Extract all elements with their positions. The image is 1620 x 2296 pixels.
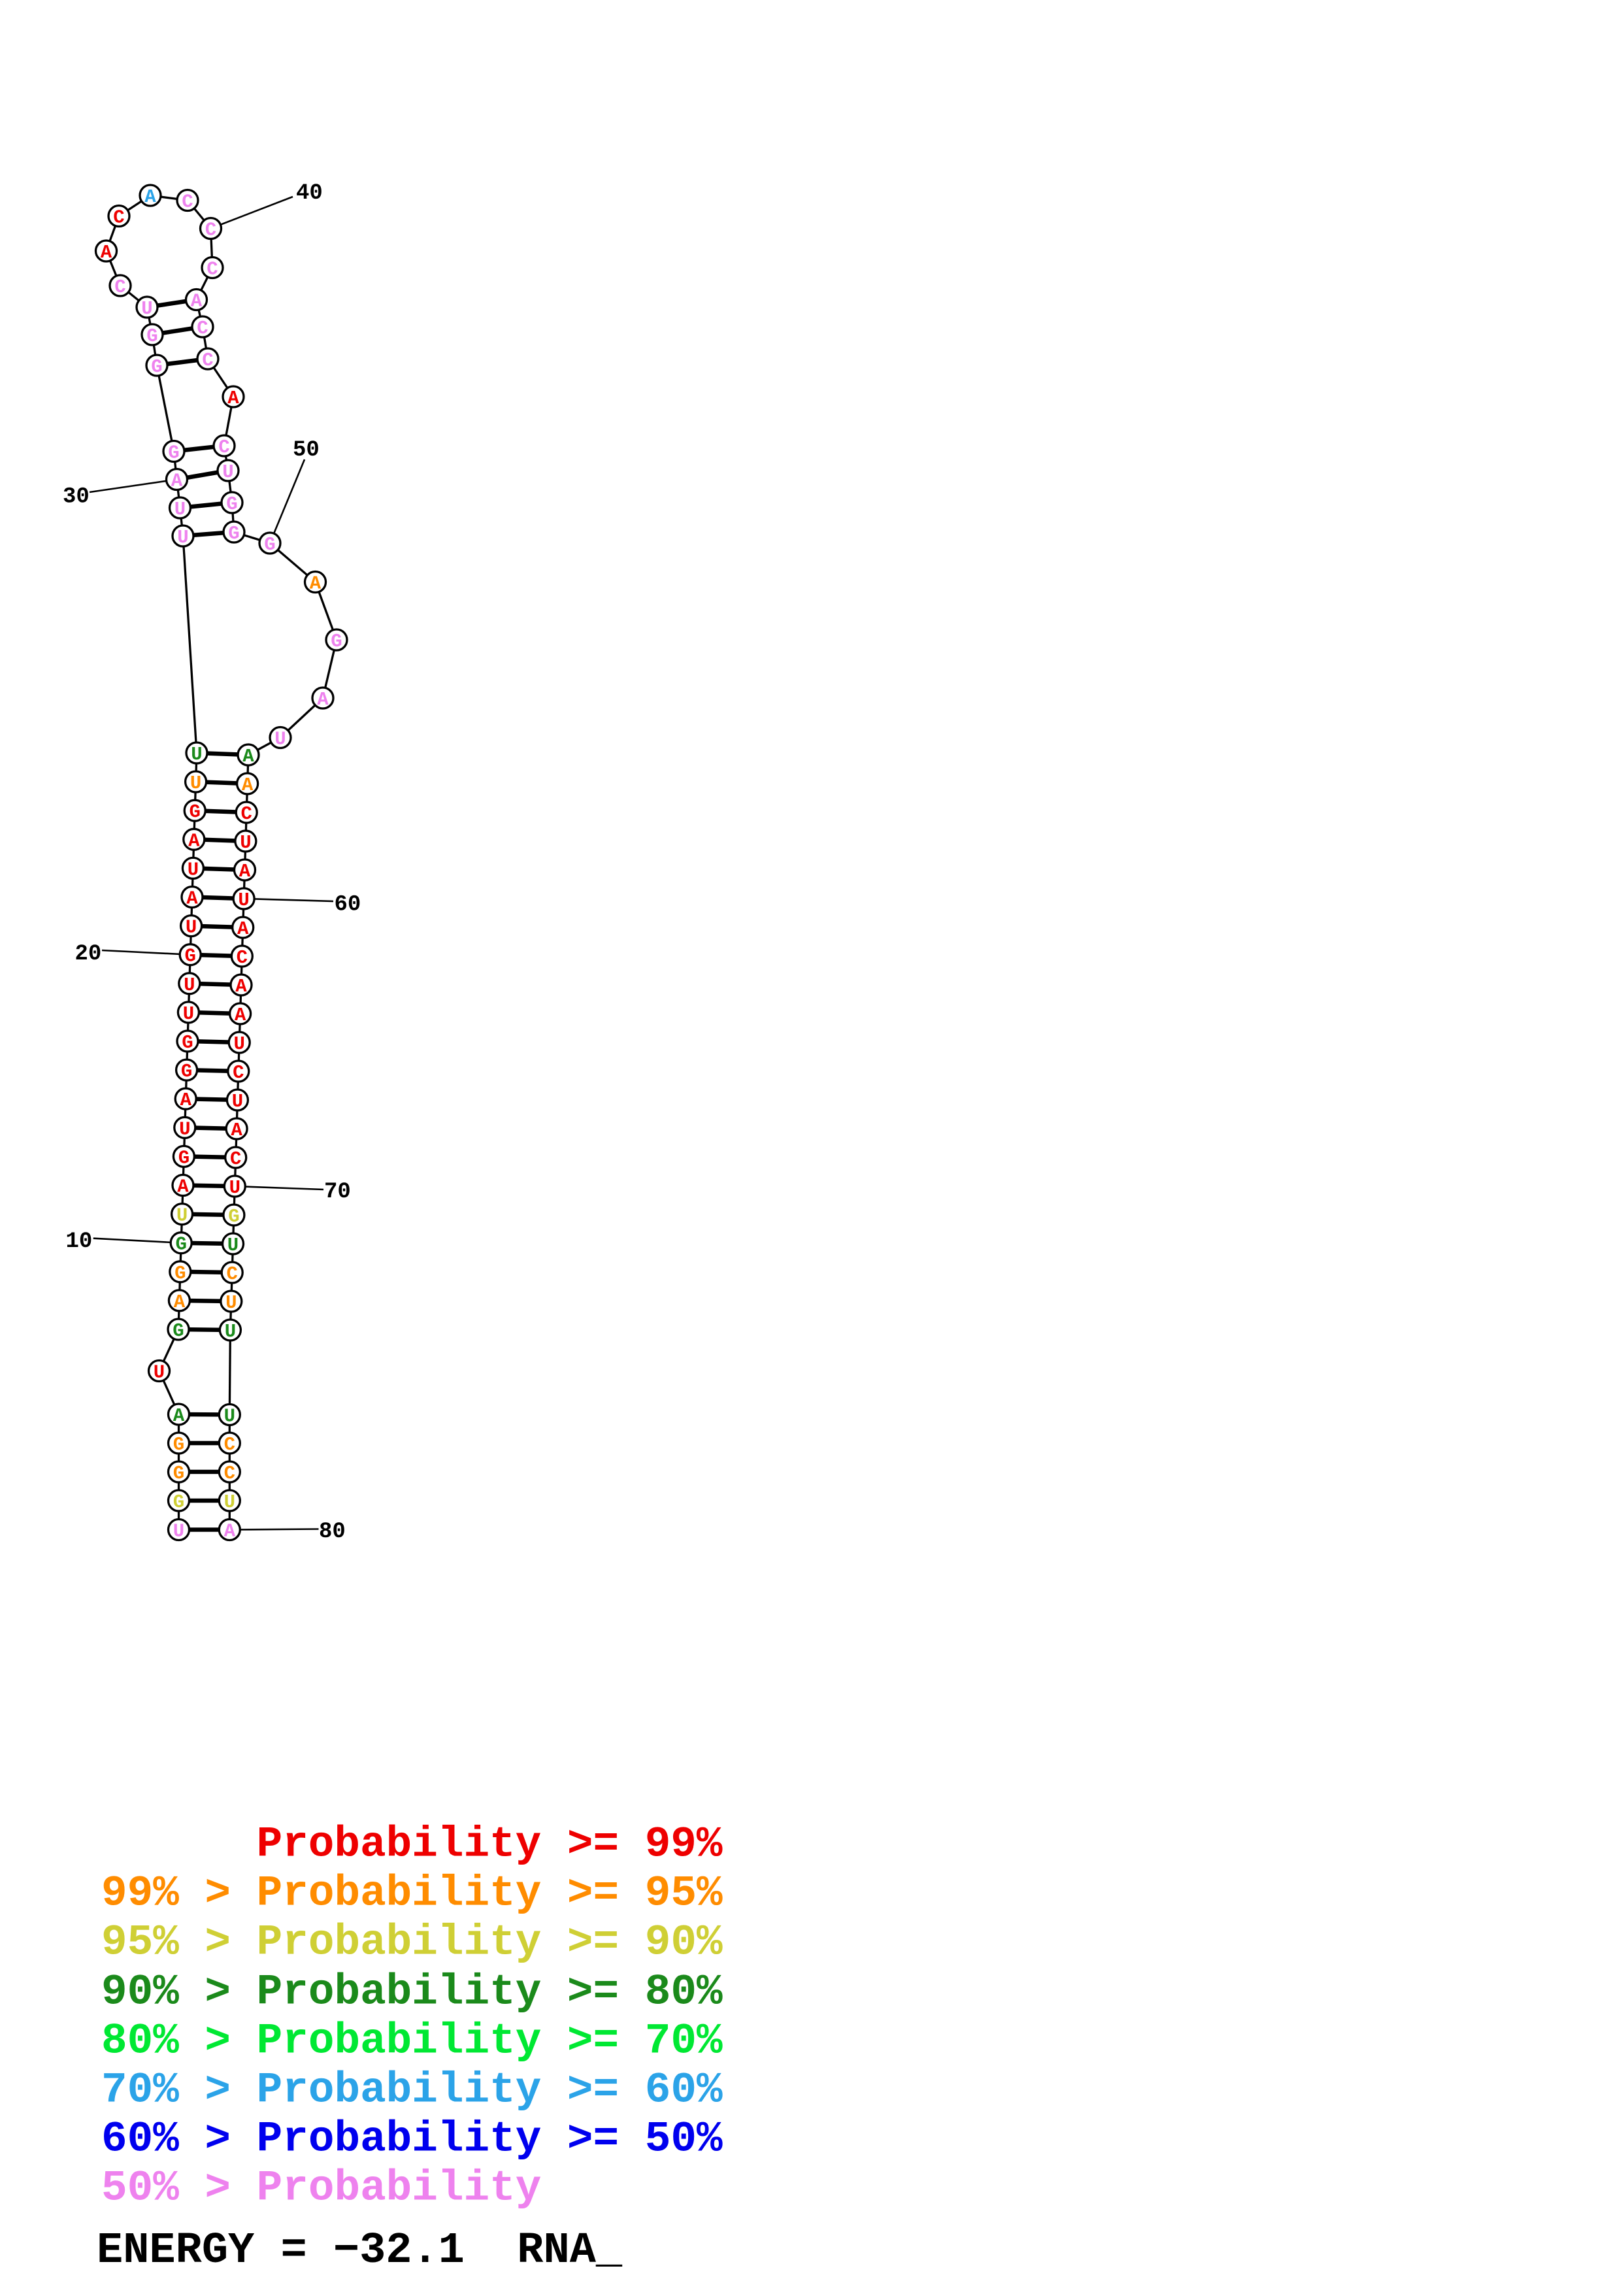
svg-text:U: U	[177, 527, 188, 548]
svg-text:G: G	[168, 442, 179, 464]
svg-text:U: U	[225, 1292, 237, 1314]
svg-text:C: C	[207, 259, 218, 280]
svg-text:C: C	[224, 1463, 235, 1484]
svg-text:U: U	[224, 1491, 235, 1513]
svg-text:A: A	[144, 186, 156, 208]
svg-text:C: C	[202, 350, 213, 371]
svg-text:G: G	[146, 325, 157, 347]
svg-text:U: U	[238, 890, 249, 911]
svg-text:G: G	[173, 1434, 184, 1456]
svg-text:A: A	[174, 1291, 186, 1313]
svg-text:40: 40	[296, 181, 323, 206]
svg-text:60% > Probability >= 50%: 60% > Probability >= 50%	[101, 2115, 723, 2164]
svg-text:U: U	[274, 729, 286, 750]
svg-text:U: U	[183, 1003, 194, 1025]
svg-text:U: U	[184, 974, 195, 996]
svg-text:C: C	[237, 947, 248, 969]
svg-text:90% > Probability >= 80%: 90% > Probability >= 80%	[101, 1968, 723, 2017]
svg-text:A: A	[242, 774, 254, 796]
svg-text:A: A	[186, 888, 198, 910]
svg-text:C: C	[218, 437, 229, 458]
svg-text:U: U	[229, 1177, 240, 1199]
svg-text:80% > Probability >= 70%: 80% > Probability >= 70%	[101, 2017, 723, 2066]
svg-text:U: U	[141, 298, 152, 320]
svg-text:A: A	[227, 388, 239, 409]
svg-text:G: G	[228, 1206, 239, 1227]
svg-text:G: G	[173, 1491, 184, 1513]
svg-text:U: U	[188, 859, 199, 880]
svg-text:A: A	[101, 242, 112, 263]
svg-text:U: U	[233, 1033, 244, 1055]
svg-text:A: A	[224, 1521, 236, 1542]
svg-text:G: G	[181, 1061, 192, 1082]
svg-text:A: A	[173, 1405, 185, 1427]
svg-text:G: G	[178, 1147, 190, 1169]
svg-text:U: U	[225, 1321, 236, 1342]
svg-text:G: G	[182, 1032, 193, 1054]
svg-text:10: 10	[66, 1229, 93, 1254]
svg-text:U: U	[179, 1118, 190, 1140]
svg-text:A: A	[231, 1120, 242, 1141]
svg-text:G: G	[184, 946, 195, 967]
svg-text:C: C	[182, 191, 193, 213]
svg-text:A: A	[188, 830, 200, 852]
svg-text:U: U	[191, 744, 202, 765]
svg-text:G: G	[174, 1263, 186, 1284]
svg-text:U: U	[186, 917, 197, 939]
svg-text:G: G	[173, 1463, 184, 1484]
svg-text:C: C	[205, 220, 216, 241]
svg-text:50% > Probability: 50% > Probability	[101, 2164, 541, 2213]
svg-text:U: U	[190, 773, 201, 794]
svg-text:G: G	[264, 534, 275, 556]
svg-text:U: U	[174, 499, 186, 520]
svg-text:A: A	[242, 746, 254, 767]
svg-text:U: U	[224, 1406, 235, 1427]
svg-text:Probability >= 99%: Probability >= 99%	[257, 1820, 723, 1869]
svg-text:C: C	[226, 1263, 237, 1285]
svg-text:G: G	[175, 1234, 186, 1256]
svg-text:A: A	[180, 1090, 191, 1111]
svg-text:70% > Probability >= 60%: 70% > Probability >= 60%	[101, 2066, 723, 2115]
svg-text:U: U	[227, 1235, 239, 1256]
svg-text:A: A	[191, 291, 203, 312]
svg-text:30: 30	[63, 485, 90, 510]
svg-text:G: G	[228, 523, 239, 544]
svg-text:C: C	[240, 803, 252, 825]
svg-text:C: C	[230, 1148, 241, 1170]
svg-text:99% > Probability >= 95%: 99% > Probability >= 95%	[101, 1869, 723, 1918]
svg-text:C: C	[233, 1062, 244, 1084]
svg-text:C: C	[197, 318, 208, 339]
svg-text:G: G	[173, 1320, 184, 1342]
svg-text:U: U	[173, 1521, 184, 1542]
svg-text:C: C	[114, 276, 125, 298]
svg-text:U: U	[232, 1091, 243, 1112]
svg-text:60: 60	[335, 893, 361, 918]
svg-text:A: A	[235, 976, 247, 997]
svg-text:20: 20	[75, 942, 102, 967]
svg-text:A: A	[317, 689, 329, 710]
svg-text:A: A	[235, 1005, 246, 1026]
svg-text:U: U	[222, 461, 233, 483]
svg-text:95% > Probability >= 90%: 95% > Probability >= 90%	[101, 1918, 723, 1967]
svg-text:U: U	[176, 1205, 188, 1227]
svg-text:A: A	[239, 861, 251, 882]
svg-text:G: G	[226, 493, 237, 515]
svg-text:50: 50	[293, 438, 320, 463]
svg-text:G: G	[151, 356, 162, 378]
svg-text:U: U	[154, 1362, 165, 1384]
svg-text:80: 80	[319, 1520, 346, 1544]
svg-text:ENERGY = −32.1 RNA_: ENERGY = −32.1 RNA_	[97, 2226, 623, 2276]
svg-text:U: U	[240, 832, 251, 854]
svg-text:C: C	[224, 1434, 235, 1456]
svg-text:G: G	[331, 631, 342, 652]
svg-text:A: A	[177, 1176, 189, 1198]
svg-text:G: G	[189, 801, 200, 823]
svg-text:A: A	[171, 471, 183, 492]
svg-text:A: A	[310, 573, 322, 595]
svg-text:C: C	[113, 207, 124, 229]
svg-text:A: A	[237, 918, 249, 940]
svg-text:70: 70	[324, 1180, 351, 1205]
